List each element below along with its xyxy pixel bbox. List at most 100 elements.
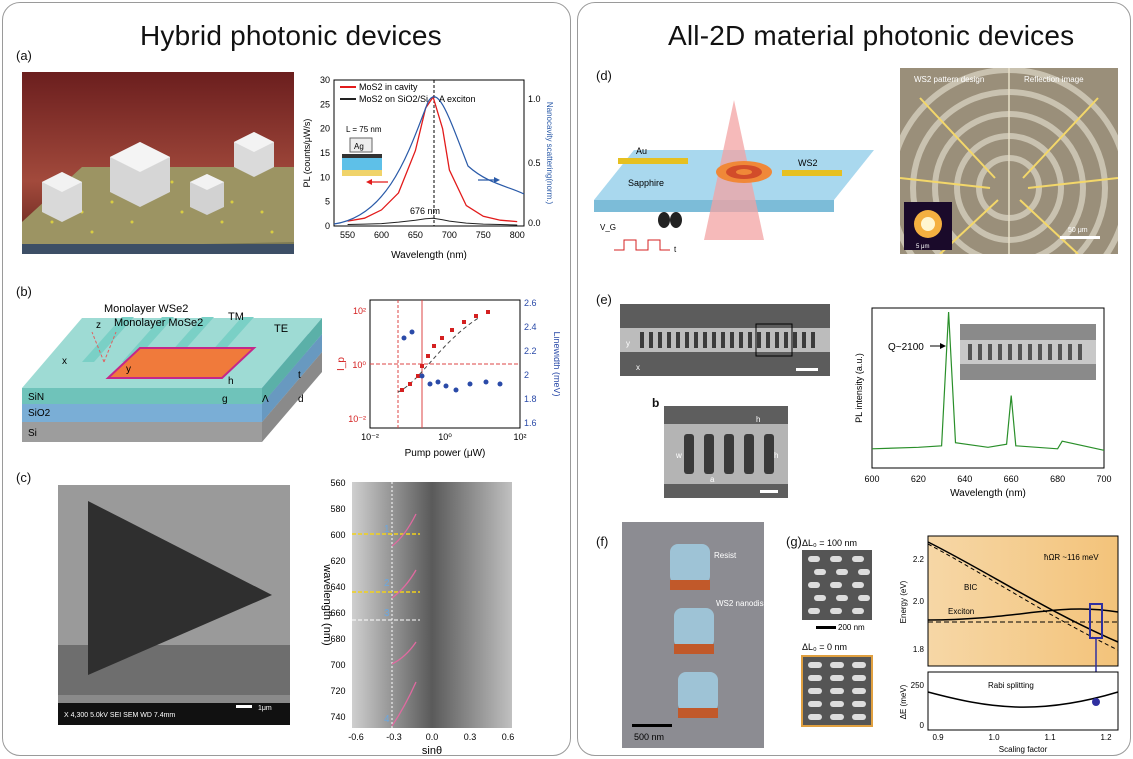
axis-z: z <box>96 320 101 331</box>
rod <box>858 569 870 575</box>
a-xtick: 750 <box>476 230 491 240</box>
rod <box>808 688 822 694</box>
c-ylabel: wavelength (nm) <box>321 563 333 645</box>
nanobeam-hole <box>640 332 644 348</box>
metasurface-sem: ΔL₀ = 100 nm 200 nm ΔL₀ = 0 nm <box>796 536 896 746</box>
c-ytick: 600 <box>330 530 345 540</box>
e-xtick: 600 <box>864 474 879 484</box>
a-y2label: Nanocavity scattering(norm.) <box>545 102 554 205</box>
b-y2label: Linewidth (meV) <box>552 331 560 396</box>
nanobeam-hole <box>739 332 743 348</box>
c-ytick: 680 <box>330 634 345 644</box>
inset-L-label: L = 75 nm <box>346 125 382 134</box>
sem-a: a <box>710 475 715 484</box>
te-label: TE <box>274 323 288 335</box>
mode-1: 1 <box>384 524 390 535</box>
b-xlabel: Pump power (μW) <box>405 448 486 459</box>
sio2-label: SiO2 <box>28 408 51 419</box>
a-ytick: 5 <box>325 197 330 207</box>
pump-power-chart: 10² 10⁰ 10⁻² 2.6 2.4 2.2 2 1.8 1.6 10⁻² … <box>330 292 560 462</box>
reflection-image: WS2 pattern design Reflection image 5 μm… <box>900 68 1118 254</box>
b-ytick-0: 10² <box>353 306 366 316</box>
pl-spectrum-chart: MoS2 in cavity MoS2 on SiO2/Si A exciton… <box>298 74 554 262</box>
c-xtick: 0.0 <box>426 732 439 742</box>
rod <box>830 714 844 720</box>
g-xtick-3: 1.2 <box>1100 733 1112 742</box>
c-ytick: 740 <box>330 712 345 722</box>
rod <box>808 714 822 720</box>
g-label: g <box>222 394 228 405</box>
waveguide-schematic: z x y Monolayer WSe2 Monolayer MoSe2 TM … <box>22 292 322 448</box>
nanobeam-hole <box>676 332 680 348</box>
e-xtick: 660 <box>1004 474 1019 484</box>
c-ytick: 560 <box>330 478 345 488</box>
reflection-scale: 50 μm <box>1068 227 1088 234</box>
rod <box>808 582 820 588</box>
sem-x: x <box>636 363 640 372</box>
c-xtick: -0.3 <box>386 732 402 742</box>
e-ylabel: PL intensity (a.u.) <box>854 353 864 423</box>
sem-w: w <box>675 451 682 460</box>
dispersion-map: 1 2 3 4 560 580 600 620 640 660 680 700 720 740 -… <box>300 474 560 756</box>
rod <box>852 701 866 707</box>
g-ybtick-0: 250 <box>911 681 925 690</box>
nanobeam-hole <box>793 332 797 348</box>
sem-hy: h <box>774 451 778 460</box>
c-ytick: 580 <box>330 504 345 514</box>
b-y2tick-5: 1.6 <box>524 418 537 428</box>
nanobeam-hole <box>694 332 698 348</box>
nanobeam-hole <box>766 332 770 348</box>
reflection-label: Reflection image <box>1024 75 1084 84</box>
c-ytick: 700 <box>330 660 345 670</box>
rod <box>830 662 844 668</box>
a-exciton-label: A exciton <box>439 94 476 104</box>
c-ytick: 720 <box>330 686 345 696</box>
b-y2tick-1: 2.4 <box>524 322 537 332</box>
rod <box>808 662 822 668</box>
rod <box>852 662 866 668</box>
rabi-splitting-label: Rabi splitting <box>988 681 1034 690</box>
c-ytick: 640 <box>330 582 345 592</box>
b-y2tick-3: 2 <box>524 370 529 380</box>
g-ytick-1: 2.0 <box>913 597 925 606</box>
label-e-b: b <box>652 396 660 410</box>
right-title: All-2D material photonic devices <box>668 20 1075 51</box>
rod <box>852 688 866 694</box>
rod <box>814 569 826 575</box>
sem-hx: h <box>756 415 760 424</box>
y2tick-0: 0.0 <box>528 218 541 228</box>
g-ylabel-bot: ΔE (meV) <box>899 684 908 719</box>
rabi-splitting-chart: ħΩR ~116 meV BIC Exciton Rabi splitting … <box>898 532 1124 754</box>
g-ytick-2: 1.8 <box>913 645 925 654</box>
nanobeam-hole <box>667 332 671 348</box>
c-xlabel: sinθ <box>422 745 442 756</box>
a-xtick: 550 <box>340 230 355 240</box>
sem-scale: 1μm <box>258 705 272 712</box>
rod <box>830 608 842 614</box>
nanobeam-hole <box>757 332 761 348</box>
au-label: Au <box>636 146 647 156</box>
c-ytick: 660 <box>330 608 345 618</box>
nanodisk-sem: Resist WS2 nanodisk 500 nm <box>622 522 764 748</box>
sin-label: SiN <box>28 392 44 403</box>
b-ytick-1: 10⁰ <box>352 360 366 370</box>
sapphire-label: Sapphire <box>628 178 664 188</box>
nanobeam-sem: y x <box>620 304 830 376</box>
nanobeam-hole <box>748 332 752 348</box>
label-f: (f) <box>596 534 609 549</box>
label-b: (b) <box>16 284 32 299</box>
g-ytick-0: 2.2 <box>913 555 925 564</box>
rod <box>808 675 822 681</box>
nanobeam-hole <box>685 332 689 348</box>
c-xtick: 0.3 <box>464 732 477 742</box>
rod <box>852 556 864 562</box>
rod <box>830 701 844 707</box>
rod <box>852 608 864 614</box>
mode-3: 3 <box>384 608 390 619</box>
a-ytick: 25 <box>320 99 330 109</box>
a-ytick: 30 <box>320 75 330 85</box>
rabi-energy-label: ħΩR ~116 meV <box>1044 553 1099 562</box>
a-xtick: 800 <box>510 230 525 240</box>
mose2-label: Monolayer MoSe2 <box>114 317 203 329</box>
si-label: Si <box>28 428 37 439</box>
